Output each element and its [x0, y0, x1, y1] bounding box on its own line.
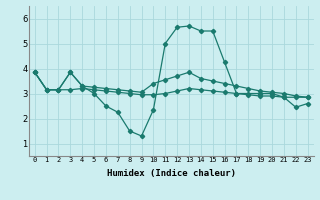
X-axis label: Humidex (Indice chaleur): Humidex (Indice chaleur)	[107, 169, 236, 178]
